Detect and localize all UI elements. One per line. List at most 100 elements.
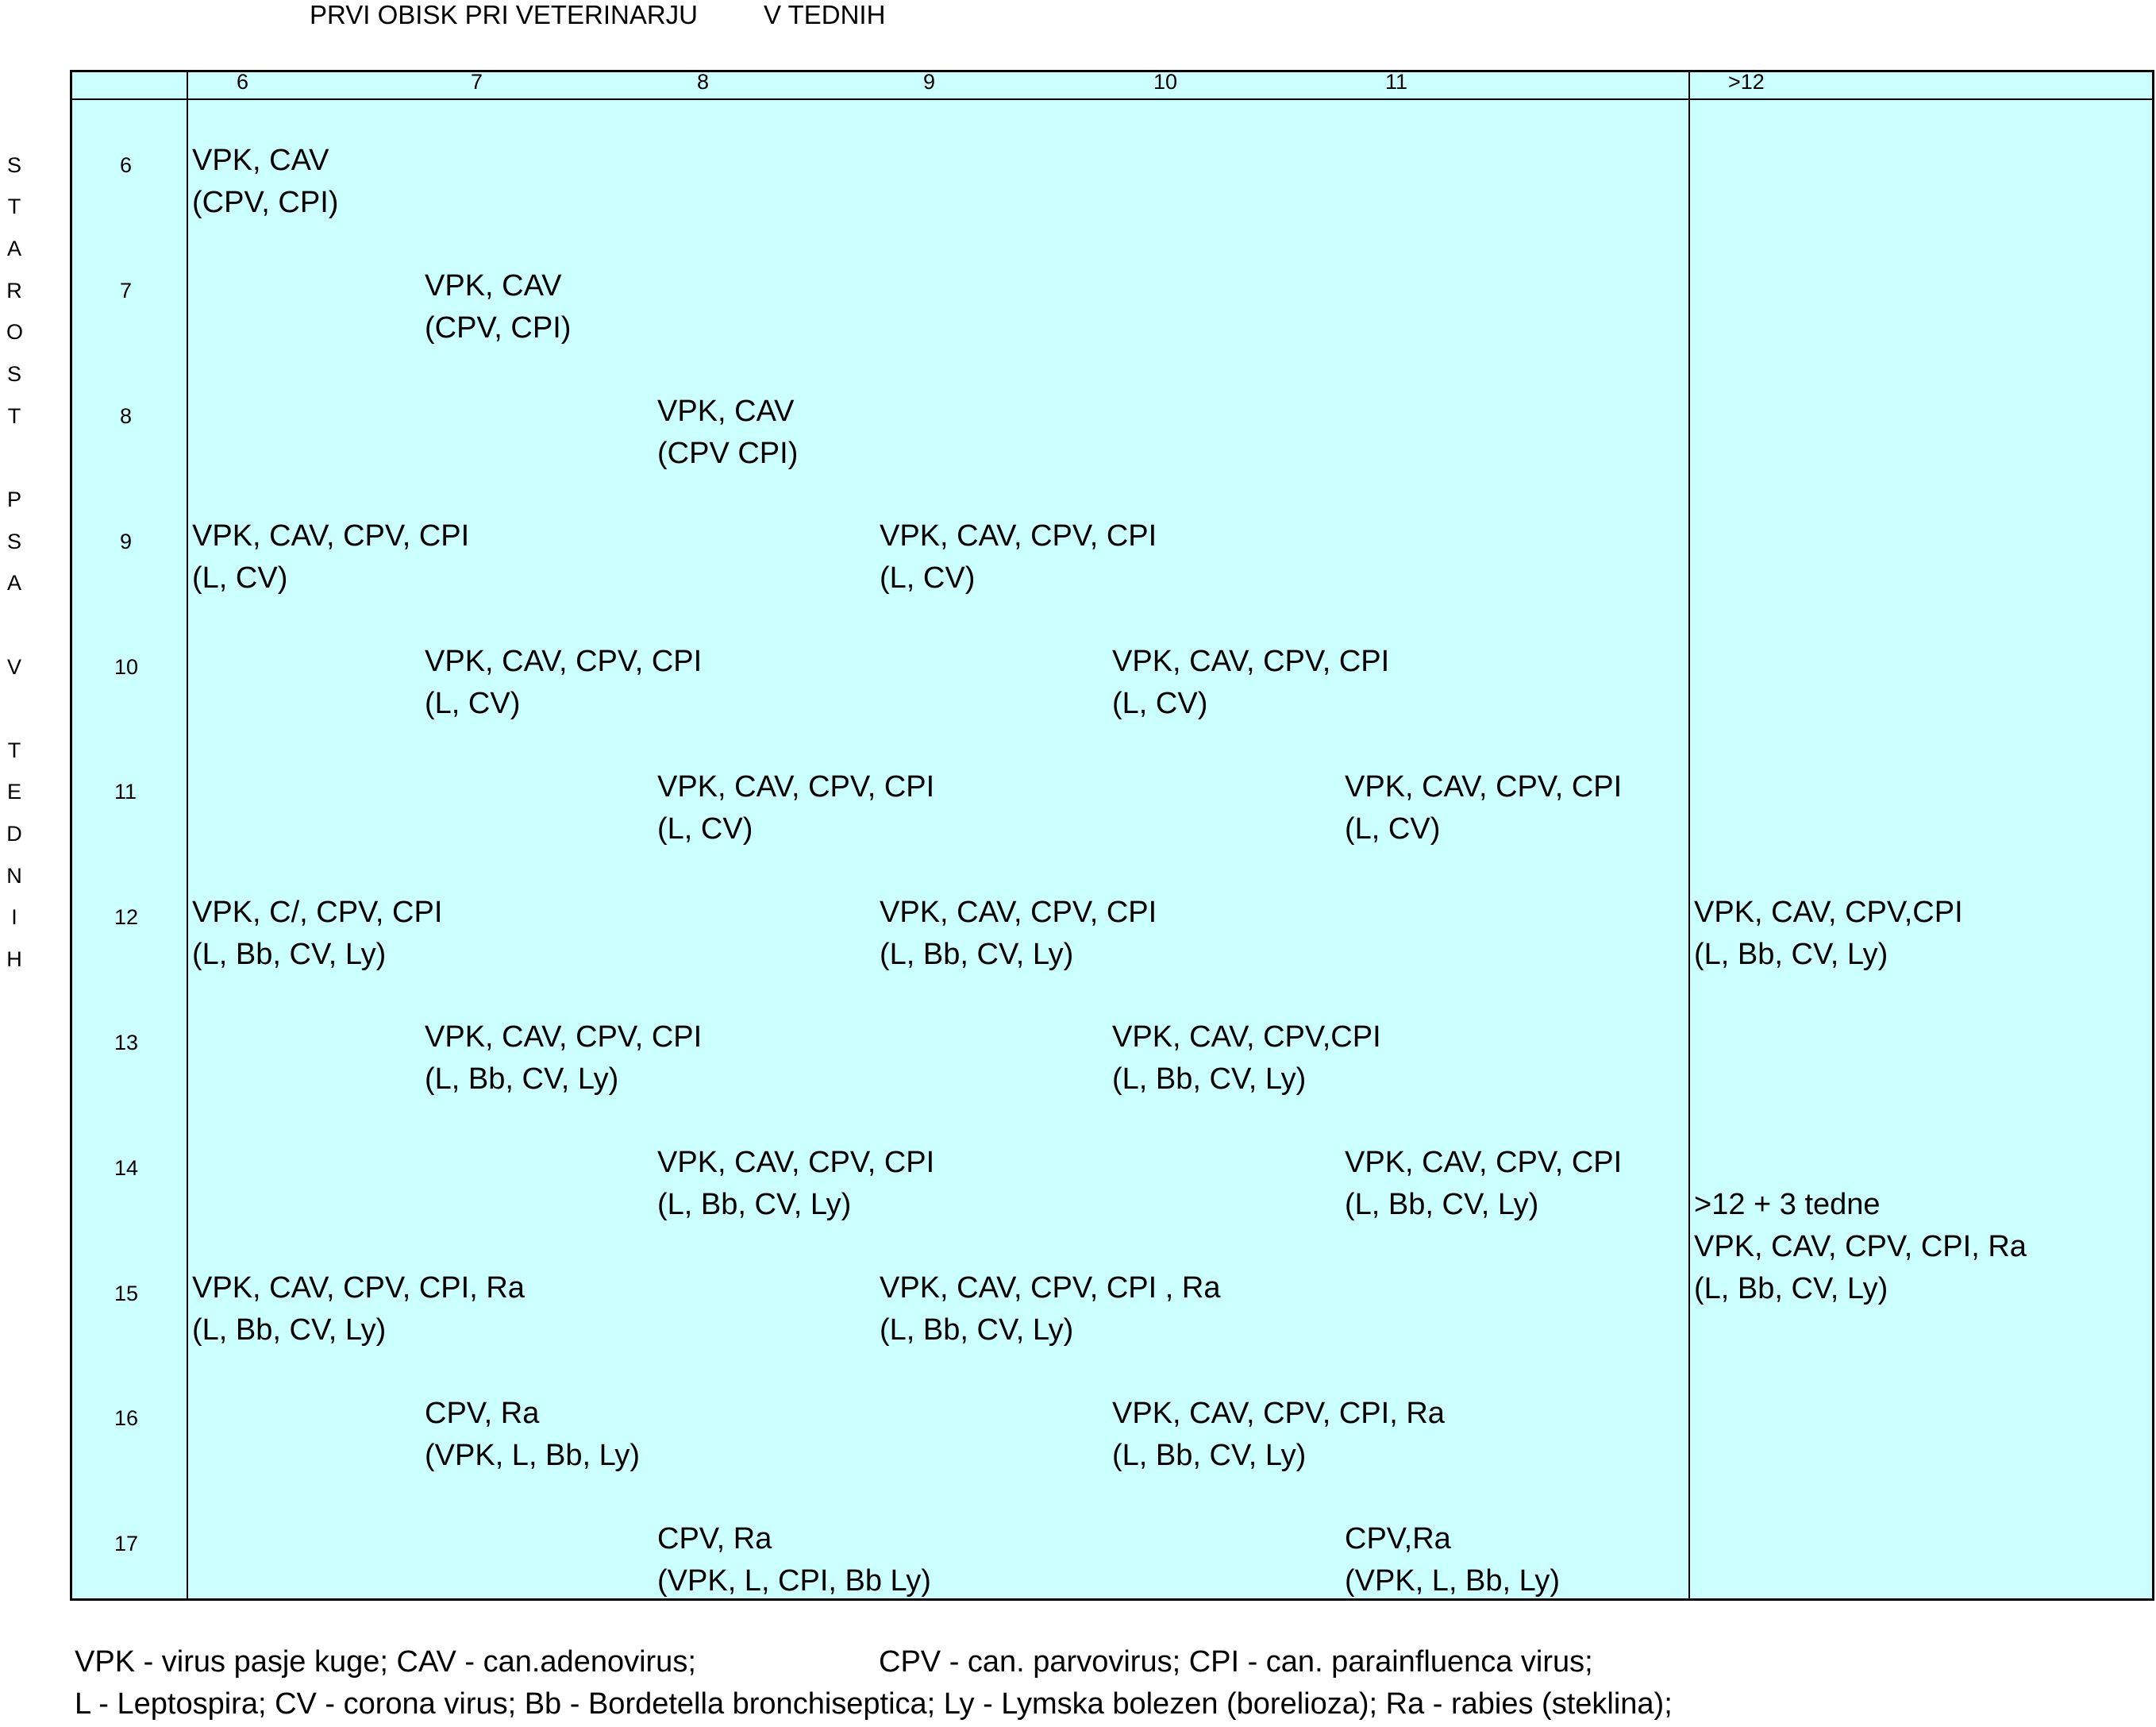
header-divider bbox=[70, 98, 2154, 100]
side-letter: S bbox=[6, 153, 21, 177]
vaccination-table bbox=[70, 70, 2154, 1601]
schedule-cell: VPK, CAV, CPV, CPI (L, Bb, CV, Ly) bbox=[425, 1016, 702, 1101]
column-header: 11 bbox=[1385, 70, 1408, 94]
vaccine-line: (L, Bb, CV, Ly) bbox=[880, 938, 1074, 971]
schedule-cell: VPK, CAV, CPV, CPI (L, CV) bbox=[192, 515, 469, 599]
side-letter: I bbox=[11, 905, 17, 929]
row-header: 17 bbox=[114, 1532, 139, 1555]
row-header-divider bbox=[187, 70, 188, 1601]
schedule-cell: VPK, CAV, CPV, CPI, Ra (L, Bb, CV, Ly) bbox=[1112, 1393, 1445, 1477]
vaccine-line: VPK, CAV, CPV, CPI bbox=[657, 1146, 935, 1179]
column-header: 6 bbox=[237, 70, 249, 94]
vaccine-line: (L, Bb, CV, Ly) bbox=[192, 1313, 387, 1347]
schedule-cell: VPK, CAV, CPV,CPI (L, Bb, CV, Ly) bbox=[1112, 1016, 1381, 1101]
vaccine-line: VPK, CAV, CPV, CPI bbox=[1112, 645, 1390, 678]
row-header: 16 bbox=[114, 1406, 139, 1430]
side-letter: H bbox=[6, 947, 22, 971]
vaccine-line: VPK, CAV, CPV, CPI, Ra bbox=[1694, 1230, 2027, 1263]
column-header: >12 bbox=[1728, 70, 1765, 94]
side-letter: R bbox=[6, 279, 22, 303]
side-letter: A bbox=[6, 237, 21, 260]
schedule-cell: CPV, Ra (VPK, L, CPI, Bb Ly) bbox=[657, 1518, 931, 1602]
schedule-cell: VPK, CAV (CPV, CPI) bbox=[425, 265, 571, 349]
schedule-cell: CPV,Ra (VPK, L, Bb, Ly) bbox=[1345, 1518, 1560, 1602]
vaccine-line: CPV, Ra bbox=[425, 1397, 540, 1430]
vaccine-line: (CPV, CPI) bbox=[192, 186, 339, 219]
schedule-cell: VPK, CAV, CPV, CPI (L, CV) bbox=[1112, 641, 1389, 725]
vaccine-line: (L, Bb, CV, Ly) bbox=[1112, 1439, 1307, 1472]
vaccine-line: VPK, CAV, CPV, CPI, Ra bbox=[192, 1271, 525, 1305]
side-letter: N bbox=[6, 864, 22, 888]
row-header: 15 bbox=[114, 1282, 139, 1305]
vaccine-line: VPK, CAV, CPV, CPI bbox=[880, 519, 1157, 553]
vaccine-line: VPK, CAV bbox=[657, 395, 795, 428]
vaccine-line: VPK, CAV, CPV, CPI bbox=[192, 519, 470, 553]
schedule-cell: VPK, CAV, CPV, CPI , Ra (L, Bb, CV, Ly) bbox=[880, 1267, 1220, 1351]
side-letter: E bbox=[6, 780, 21, 804]
row-header: 13 bbox=[114, 1031, 139, 1054]
vaccine-line: (L, CV) bbox=[1112, 687, 1208, 720]
vaccine-line: (VPK, L, CPI, Bb Ly) bbox=[657, 1564, 931, 1598]
vaccine-line: (L, CV) bbox=[192, 561, 288, 595]
vaccine-line: (L, CV) bbox=[1345, 812, 1441, 846]
schedule-cell: VPK, CAV (CPV CPI) bbox=[657, 391, 798, 475]
vaccine-line: (L, CV) bbox=[425, 687, 521, 720]
schedule-cell: VPK, CAV (CPV, CPI) bbox=[192, 140, 338, 224]
vaccine-line: VPK, CAV, CPV, CPI bbox=[425, 1020, 703, 1054]
schedule-cell: VPK, CAV, CPV, CPI (L, CV) bbox=[1345, 766, 1622, 850]
side-letter: D bbox=[6, 822, 22, 846]
vaccine-line: VPK, CAV, CPV,CPI bbox=[1694, 896, 1963, 929]
schedule-cell: >12 + 3 tedne VPK, CAV, CPV, CPI, Ra (L,… bbox=[1694, 1184, 2027, 1310]
vaccine-line: (L, Bb, CV, Ly) bbox=[1345, 1188, 1539, 1221]
vaccine-line: VPK, CAV, CPV, CPI bbox=[1345, 1146, 1623, 1179]
schedule-cell: VPK, CAV, CPV, CPI (L, CV) bbox=[880, 515, 1157, 599]
vaccine-line: (L, Bb, CV, Ly) bbox=[1694, 1272, 1888, 1305]
vaccine-line: VPK, CAV, CPV,CPI bbox=[1112, 1020, 1381, 1054]
vaccine-line: VPK, CAV, CPV, CPI bbox=[657, 770, 935, 804]
row-header: 6 bbox=[120, 153, 133, 177]
row-header: 14 bbox=[114, 1156, 139, 1180]
legend-line: CPV - can. parvovirus; CPI - can. parain… bbox=[879, 1645, 1593, 1679]
vaccine-line: (L, Bb, CV, Ly) bbox=[880, 1313, 1074, 1347]
row-header: 12 bbox=[114, 905, 139, 929]
schedule-cell: VPK, CAV, CPV, CPI, Ra (L, Bb, CV, Ly) bbox=[192, 1267, 525, 1351]
side-letter: T bbox=[7, 195, 21, 218]
vaccine-line: VPK, CAV, CPV, CPI, Ra bbox=[1112, 1397, 1445, 1430]
vaccine-line: >12 + 3 tedne bbox=[1694, 1188, 1881, 1221]
side-letter: P bbox=[6, 488, 21, 511]
schedule-cell: VPK, C/, CPV, CPI (L, Bb, CV, Ly) bbox=[192, 892, 442, 976]
vaccine-line: (VPK, L, Bb, Ly) bbox=[1345, 1564, 1561, 1598]
vaccine-line: (CPV CPI) bbox=[657, 437, 799, 470]
vaccine-line: CPV,Ra bbox=[1345, 1522, 1451, 1555]
vaccine-line: VPK, CAV, CPV, CPI bbox=[425, 645, 703, 678]
row-header: 9 bbox=[120, 530, 133, 553]
side-letter: S bbox=[6, 362, 21, 386]
side-letter: A bbox=[6, 571, 21, 595]
schedule-cell: VPK, CAV, CPV, CPI (L, Bb, CV, Ly) bbox=[1345, 1142, 1622, 1226]
vaccine-line: VPK, C/, CPV, CPI bbox=[192, 896, 443, 929]
side-letter: T bbox=[7, 404, 21, 428]
vaccine-line: (L, Bb, CV, Ly) bbox=[657, 1188, 852, 1221]
row-header: 11 bbox=[114, 780, 137, 804]
side-letter: O bbox=[6, 320, 24, 344]
row-header: 8 bbox=[120, 404, 133, 428]
vaccine-line: (VPK, L, Bb, Ly) bbox=[425, 1439, 641, 1472]
vaccine-line: VPK, CAV bbox=[192, 144, 329, 177]
vaccine-line: VPK, CAV, CPV, CPI bbox=[880, 896, 1157, 929]
vaccine-line: (L, Bb, CV, Ly) bbox=[1694, 938, 1888, 971]
side-letter: V bbox=[6, 655, 21, 679]
side-letter: S bbox=[6, 530, 21, 553]
legend-line: VPK - virus pasje kuge; CAV - can.adenov… bbox=[75, 1645, 696, 1679]
column-header: 8 bbox=[697, 70, 710, 94]
page-title-unit: V TEDNIH bbox=[764, 0, 886, 29]
legend-line: L - Leptospira; CV - corona virus; Bb - … bbox=[75, 1687, 1673, 1721]
vaccine-line: VPK, CAV, CPV, CPI bbox=[1345, 770, 1623, 804]
schedule-cell: CPV, Ra (VPK, L, Bb, Ly) bbox=[425, 1393, 640, 1477]
column-header: 7 bbox=[471, 70, 483, 94]
vaccine-line: (L, CV) bbox=[880, 561, 976, 595]
schedule-cell: VPK, CAV, CPV,CPI (L, Bb, CV, Ly) bbox=[1694, 892, 1963, 976]
vaccine-line: (L, Bb, CV, Ly) bbox=[192, 938, 387, 971]
side-letter: T bbox=[7, 738, 21, 762]
over-12-divider bbox=[1688, 70, 1690, 1601]
vaccine-line: CPV, Ra bbox=[657, 1522, 772, 1555]
